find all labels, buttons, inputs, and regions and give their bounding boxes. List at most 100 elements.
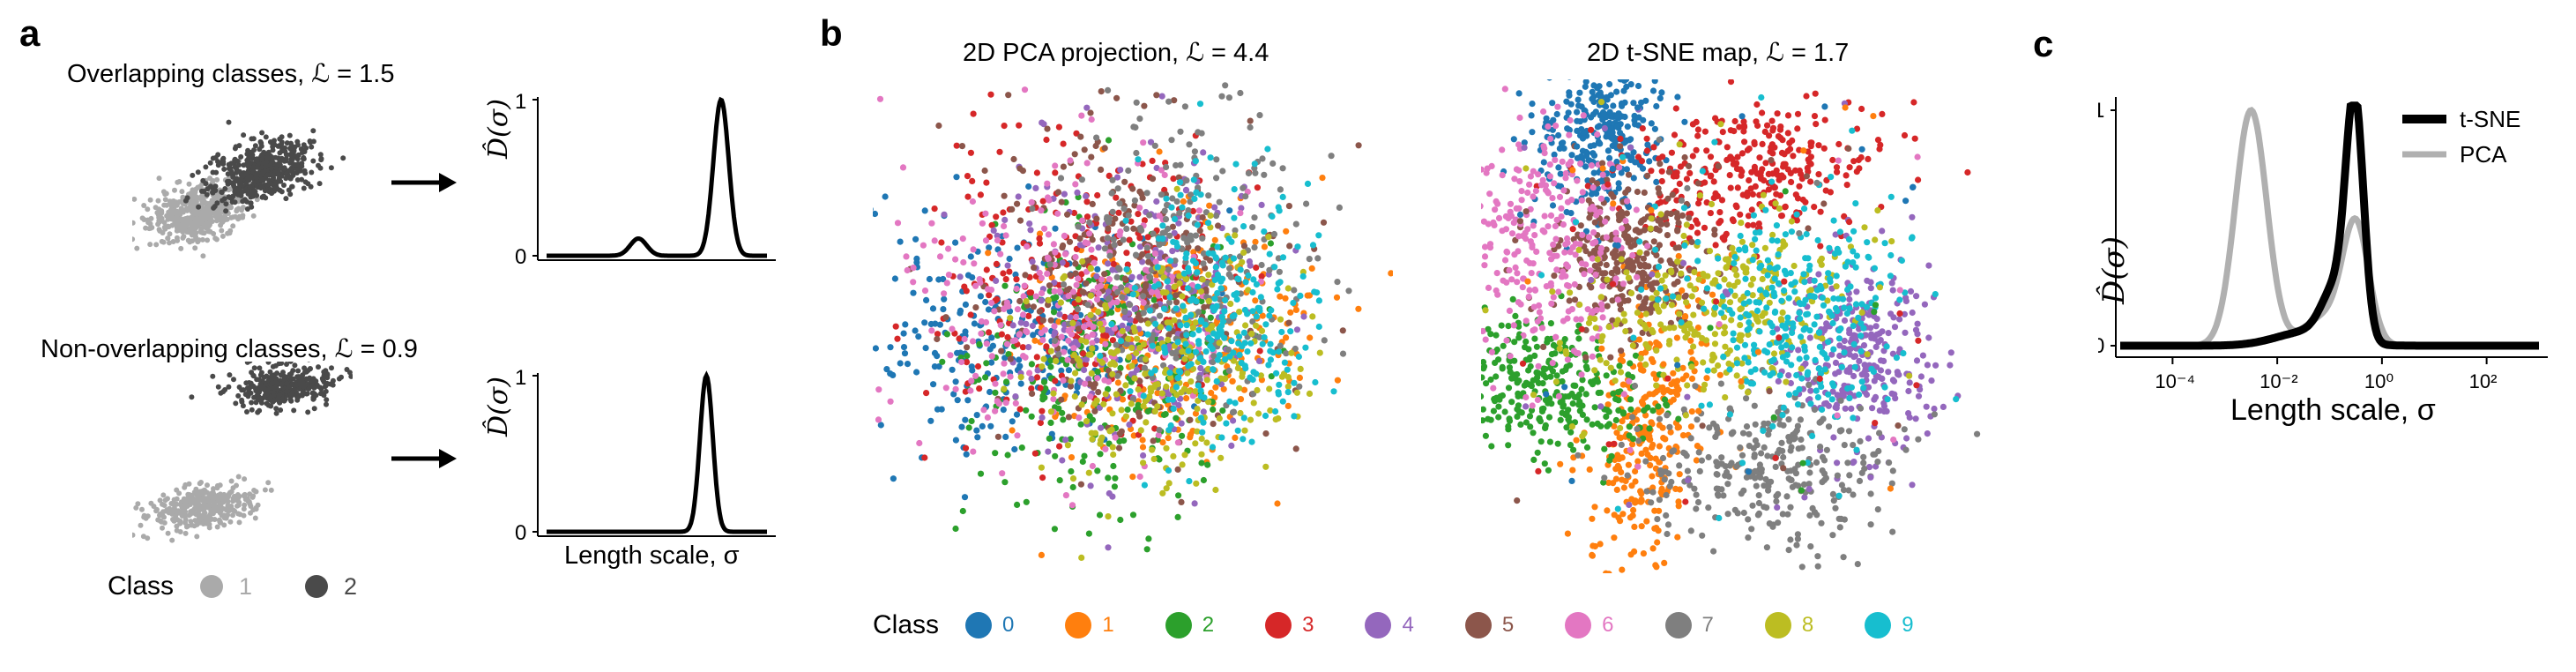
data-point-class-9 [1166,370,1173,377]
data-point-class-8 [1126,354,1133,361]
data-point-class-3 [964,193,972,200]
data-point-class-1 [1632,478,1639,485]
data-point-class-7 [1292,220,1299,228]
data-point-class-4 [1076,242,1084,249]
data-point-class-0 [1596,139,1603,147]
data-point-class-4 [1113,174,1121,181]
data-point-class-4 [1140,452,1147,459]
data-point-class-6 [1056,287,1063,295]
data-point [192,245,198,251]
data-point-class-6 [1039,337,1046,344]
data-point-class-4 [1191,500,1198,507]
data-point-class-5 [1047,317,1054,324]
data-point-class-6 [1086,230,1093,237]
data-point [208,211,214,217]
data-point-class-0 [952,239,959,246]
data-point-class-0 [1624,123,1631,131]
data-point-class-5 [1174,466,1181,473]
data-point [162,197,168,203]
data-point-class-7 [1106,252,1113,259]
data-point-class-6 [904,266,911,274]
data-point-class-0 [873,345,879,352]
data-point-class-9 [1272,407,1279,415]
data-point [198,480,204,485]
data-point-class-9 [1221,355,1229,363]
data-point-class-6 [1087,393,1094,400]
data-point [223,216,229,222]
data-point-class-5 [964,344,971,351]
data-point-class-4 [1300,313,1307,320]
data-point-class-8 [1216,414,1223,422]
data-point-class-9 [1191,195,1198,202]
data-point-class-5 [935,122,942,130]
data-point-class-2 [1493,332,1500,339]
data-point-class-7 [1195,374,1202,382]
data-point-class-3 [1036,235,1043,242]
data-point [273,410,279,416]
data-point-class-9 [1253,280,1260,288]
data-point-class-1 [1036,230,1044,237]
data-point-class-6 [928,327,935,334]
data-point-class-0 [1521,139,1528,146]
data-point-class-5 [1067,272,1074,279]
data-point-class-3 [1113,194,1120,201]
data-point [173,513,179,519]
data-point-class-8 [1176,273,1183,280]
data-point-class-8 [1087,265,1095,273]
data-point-class-4 [1171,229,1178,236]
data-point [225,503,231,508]
data-point-class-9 [1129,291,1136,298]
data-point-class-0 [936,321,943,328]
data-point-class-2 [968,417,975,425]
data-point-class-8 [1038,464,1045,471]
data-point-class-2 [1268,373,1275,380]
data-point-class-8 [1155,345,1162,352]
data-point [205,482,210,489]
data-point-class-1 [1229,377,1236,385]
data-point [180,217,186,222]
data-point [257,385,264,390]
data-point-class-0 [1595,92,1602,99]
data-point-class-7 [1046,261,1053,268]
data-point-class-8 [1158,268,1165,275]
data-point-class-0 [1529,101,1536,108]
data-point-class-8 [1237,409,1244,417]
data-point-class-3 [934,331,942,338]
data-point-class-0 [1582,228,1590,235]
data-point [287,132,293,138]
data-point-class-7 [1156,427,1163,434]
data-point [252,385,258,392]
data-point-class-8 [1083,418,1091,425]
data-point-class-0 [977,293,984,300]
data-point-class-8 [1150,455,1158,463]
data-point [273,380,279,386]
data-point-class-3 [892,323,899,330]
data-point [236,519,242,526]
data-point-class-9 [1122,217,1129,224]
data-point-class-7 [1086,219,1093,226]
data-point-class-0 [900,344,908,351]
data-point-class-0 [941,295,948,302]
data-point-class-1 [1628,482,1635,489]
data-point-class-2 [1526,413,1534,420]
data-point-class-2 [965,424,972,431]
data-point [219,228,225,234]
data-point-class-9 [1194,221,1201,228]
data-point-class-2 [1028,361,1035,368]
data-point [147,242,153,248]
data-point-class-1 [1617,518,1624,525]
data-point-class-7 [1226,265,1233,272]
data-point-class-7 [1114,288,1121,295]
data-point-class-6 [1044,270,1051,277]
data-point [195,239,201,245]
data-point [179,508,185,514]
data-point-class-5 [1320,219,1328,226]
data-point-class-9 [1177,322,1184,329]
data-point-class-5 [1169,223,1176,230]
data-point-class-8 [1212,486,1219,494]
data-point [157,497,163,504]
data-point [276,178,282,183]
data-point-class-0 [952,378,959,385]
data-point-class-0 [986,388,994,396]
data-point-class-0 [1603,93,1611,101]
